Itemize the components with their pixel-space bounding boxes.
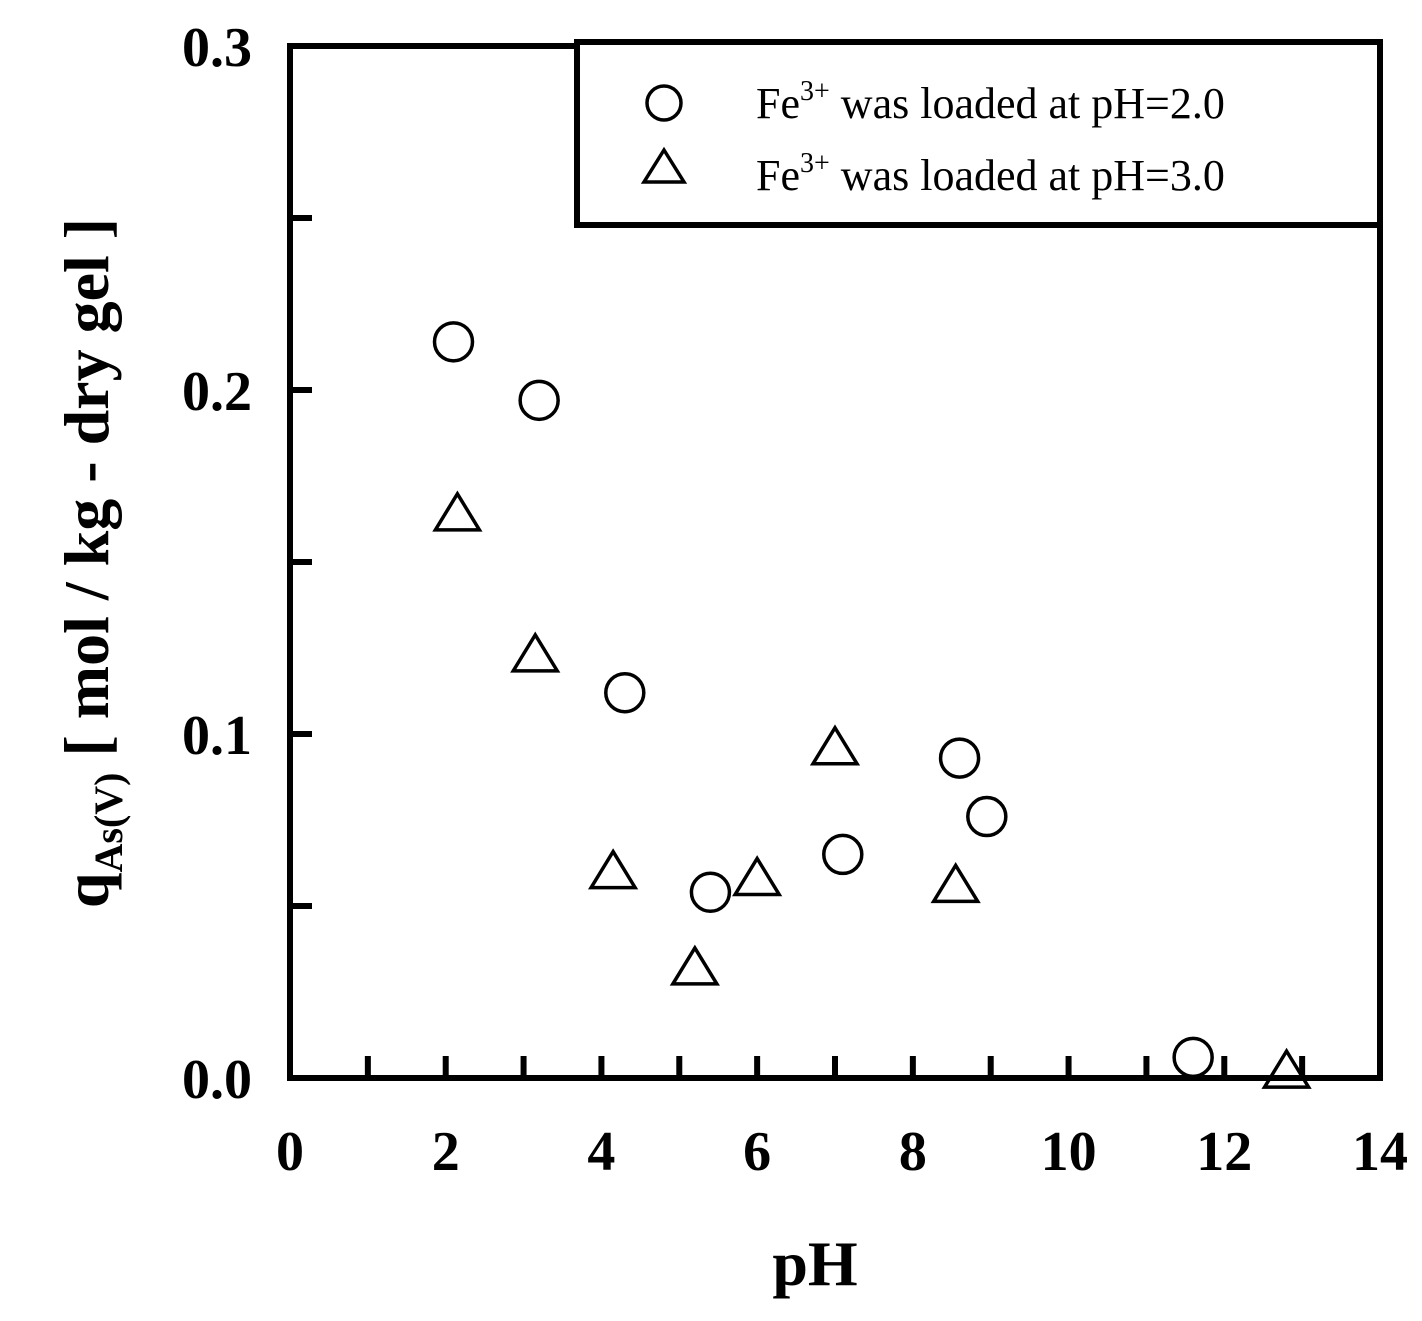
y-tick-label: 0.2 — [182, 361, 252, 423]
legend-label-series-2: Fe3+ was loaded at pH=3.0 — [756, 148, 1225, 200]
data-point-triangle — [587, 848, 639, 890]
legend-label-1-prefix: Fe — [756, 79, 800, 128]
legend-circle-marker — [645, 84, 683, 122]
x-tick-label: 10 — [1041, 1121, 1097, 1183]
y-axis-subscript: As(V) — [86, 773, 131, 873]
axis-ticks — [290, 215, 1306, 1078]
data-point-circle — [518, 379, 560, 422]
data-point-triangle — [930, 862, 981, 904]
y-axis-title: qAs(V) [ mol / kg - dry gel ] — [51, 218, 131, 908]
x-tick-label: 14 — [1352, 1121, 1408, 1183]
data-point-circle — [966, 795, 1008, 838]
legend-label-2-superscript: 3+ — [800, 148, 830, 179]
x-tick-labels: 0 2 4 6 8 10 12 14 — [276, 1121, 1408, 1183]
legend-label-1-suffix: was loaded at pH=2.0 — [830, 79, 1225, 128]
legend-box — [574, 39, 1383, 228]
x-axis-title: pH — [772, 1228, 857, 1299]
legend-triangle-marker — [640, 146, 688, 184]
y-tick-label: 0.0 — [182, 1049, 252, 1111]
data-point-triangle — [809, 724, 861, 766]
x-tick-label: 4 — [587, 1121, 615, 1183]
data-point-triangle — [732, 855, 783, 897]
legend-label-1-superscript: 3+ — [800, 76, 830, 107]
x-tick-label: 0 — [276, 1121, 304, 1183]
data-point-circle — [432, 321, 475, 363]
y-axis-symbol: q — [51, 872, 122, 908]
data-point-circle — [604, 671, 646, 714]
data-point-triangle — [1261, 1047, 1312, 1089]
legend: Fe3+ was loaded at pH=2.0 Fe3+ was loade… — [574, 39, 1383, 228]
legend-label-series-1: Fe3+ was loaded at pH=2.0 — [756, 76, 1225, 128]
data-point-circle — [822, 833, 864, 876]
legend-label-2-prefix: Fe — [756, 151, 800, 200]
data-point-circle — [938, 737, 981, 779]
data-point-circle — [689, 871, 732, 913]
data-markers — [432, 321, 1312, 1089]
legend-label-2-suffix: was loaded at pH=3.0 — [830, 151, 1225, 200]
data-point-triangle — [432, 490, 483, 532]
x-tick-label: 8 — [899, 1121, 927, 1183]
data-point-circle — [1172, 1036, 1214, 1079]
y-tick-labels: 0.0 0.1 0.2 0.3 — [182, 17, 252, 1111]
x-tick-label: 2 — [432, 1121, 460, 1183]
data-point-triangle — [510, 631, 561, 673]
data-point-triangle — [669, 944, 720, 986]
x-tick-label: 12 — [1196, 1121, 1252, 1183]
y-tick-label: 0.1 — [182, 705, 252, 767]
y-tick-label: 0.3 — [182, 17, 252, 79]
y-axis-unit: [ mol / kg - dry gel ] — [51, 218, 122, 773]
x-tick-label: 6 — [743, 1121, 771, 1183]
